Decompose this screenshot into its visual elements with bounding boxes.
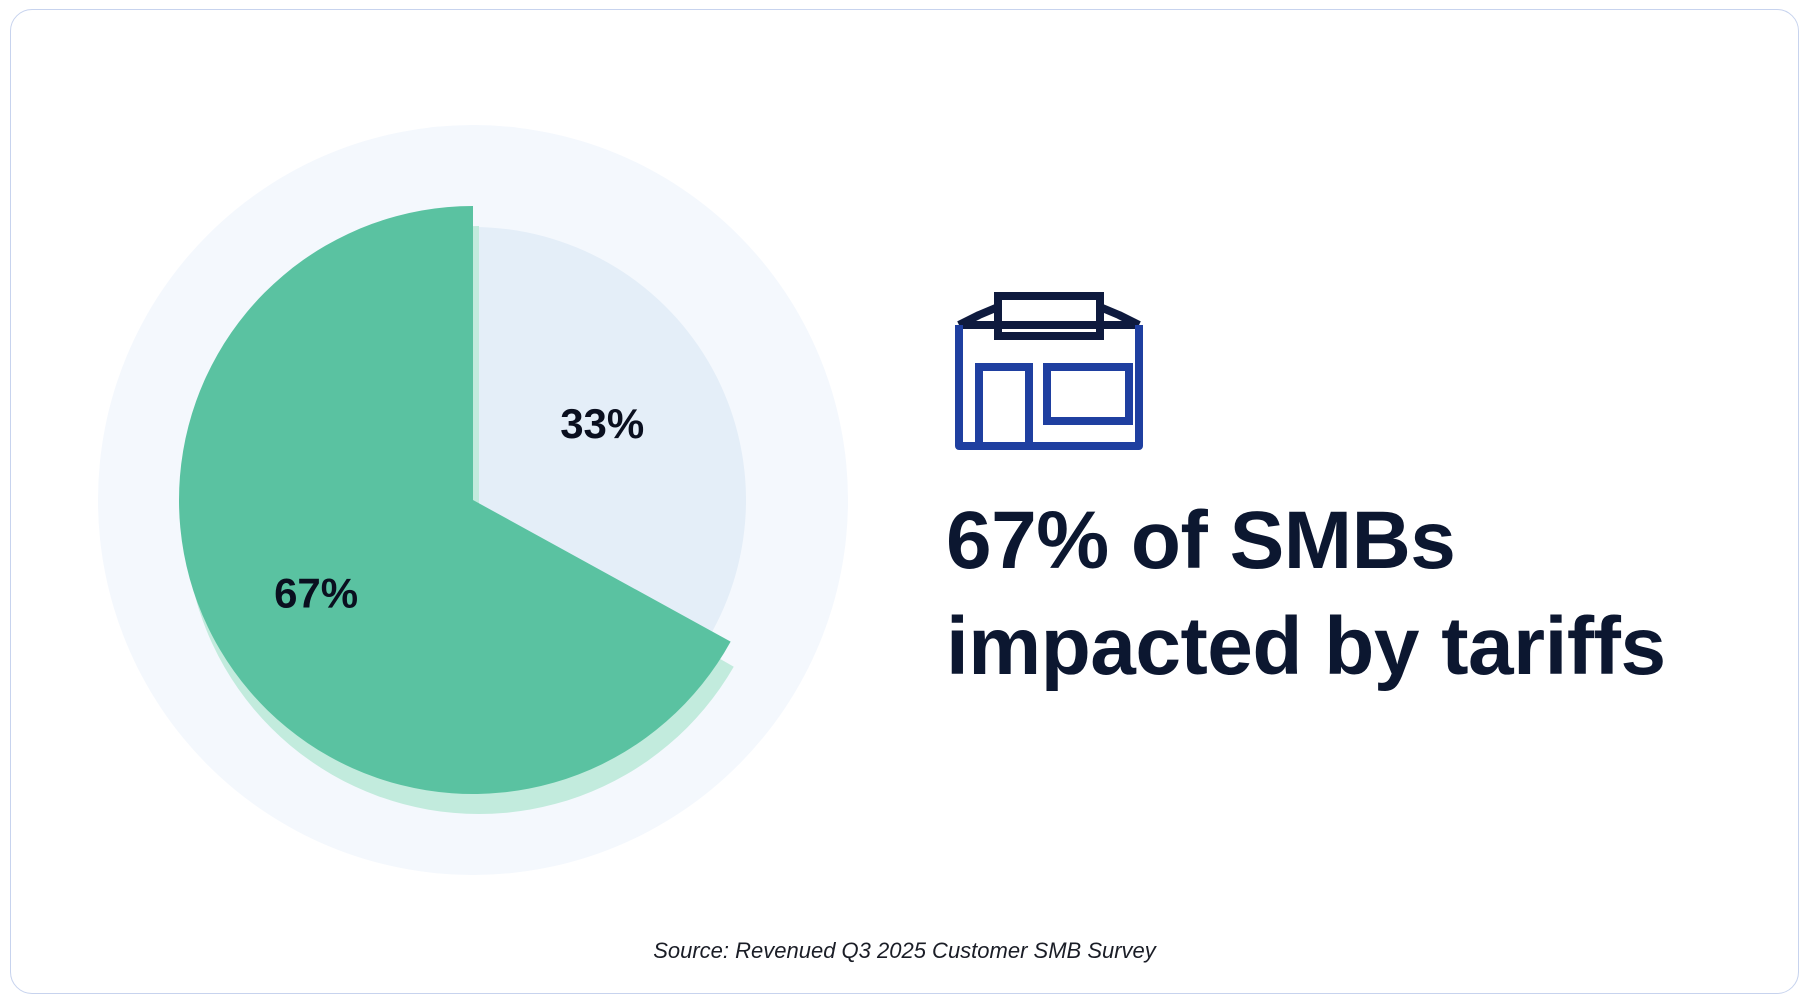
source-note: Source: Revenued Q3 2025 Customer SMB Su… <box>653 938 1156 963</box>
pie-chart: 67% 33% <box>98 125 848 875</box>
headline-line-1: 67% of SMBs <box>946 495 1456 586</box>
headline: 67% of SMBs impacted by tariffs <box>946 488 1766 700</box>
pie-label-2: 33% <box>560 400 644 447</box>
storefront-icon <box>955 292 1143 450</box>
headline-line-2: impacted by tariffs <box>946 601 1666 692</box>
pie-label-1: 67% <box>274 569 358 616</box>
pie-slice-1 <box>178 206 731 794</box>
infographic-card: 67% 33% 67% of SMBs impacted by tariffs S… <box>10 9 1799 994</box>
pie-slice-2 <box>473 227 747 632</box>
